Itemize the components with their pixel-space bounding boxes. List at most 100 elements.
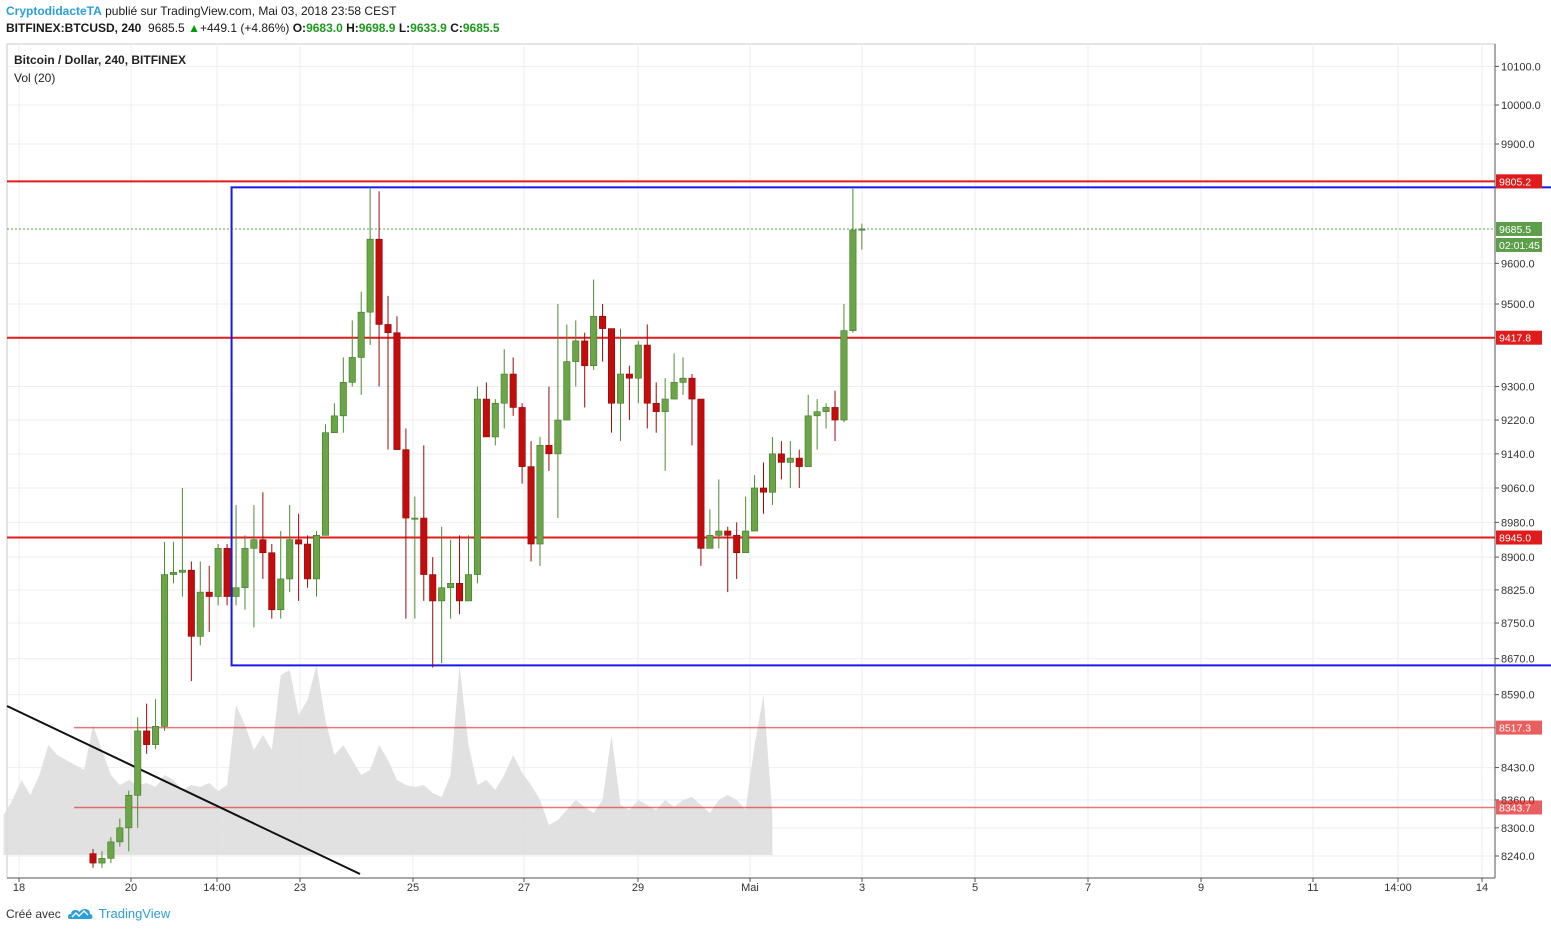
candle-body	[107, 841, 115, 859]
last-price: 9685.5	[148, 21, 185, 35]
candle-body	[116, 827, 124, 843]
open-value: 9683.0	[306, 21, 343, 35]
candle-body	[411, 517, 419, 520]
candle-body	[822, 407, 830, 412]
close-label: C:	[450, 21, 463, 35]
trendline[interactable]	[6, 705, 361, 875]
candle-body	[169, 572, 177, 575]
y-tick-label: 8900.0	[1501, 552, 1535, 564]
level-tag-label: 8945.0	[1499, 533, 1531, 545]
y-tick-label: 8825.0	[1501, 585, 1535, 597]
candle-body	[804, 415, 812, 467]
x-tick-label: 3	[859, 882, 865, 894]
candle-body	[89, 853, 97, 864]
y-tick-label: 9300.0	[1501, 382, 1535, 394]
candle-body	[125, 794, 133, 829]
level-tag-9805.2	[1496, 174, 1542, 189]
footer: Créé avec TradingView	[6, 906, 170, 921]
candle-body	[634, 344, 642, 379]
y-tick-label: 8240.0	[1501, 851, 1535, 863]
candle-body	[178, 569, 186, 573]
last-price-tag	[1496, 221, 1542, 236]
candle-body	[786, 457, 794, 463]
y-tick-label: 9220.0	[1501, 415, 1535, 427]
up-arrow-icon: ▲	[188, 21, 200, 35]
level-tag-label: 9805.2	[1499, 176, 1531, 188]
candle-body	[312, 535, 320, 580]
candle-body	[840, 330, 848, 421]
range-rectangle[interactable]	[230, 186, 1551, 667]
x-tick-label: 29	[632, 882, 644, 894]
candle-body	[733, 535, 741, 554]
candle-body	[357, 311, 365, 358]
level-tag-8343.7	[1496, 800, 1542, 815]
y-tick-label: 8590.0	[1501, 690, 1535, 702]
candle-body	[223, 548, 231, 597]
countdown-tag-label: 02:01:45	[1499, 240, 1540, 252]
candle-body	[473, 398, 481, 575]
x-tick-label: 18	[13, 882, 25, 894]
y-tick-label: 9600.0	[1501, 258, 1535, 270]
close-value: 9685.5	[462, 21, 500, 35]
candle-body	[375, 238, 383, 325]
x-tick-label: 20	[125, 882, 137, 894]
x-tick-label: 27	[518, 882, 530, 894]
y-tick-label: 9900.0	[1501, 139, 1535, 151]
y-tick-label: 10100.0	[1501, 61, 1541, 73]
candle-body	[527, 466, 535, 545]
symbol-label: BITFINEX:BTCUSD, 240	[6, 21, 142, 35]
candle-body	[268, 552, 276, 611]
y-tick-label: 8980.0	[1501, 517, 1535, 529]
publish-line: CryptodidacteTA publié sur TradingView.c…	[6, 3, 500, 20]
candle-body	[536, 445, 544, 545]
candle-body	[277, 578, 285, 611]
author-link[interactable]: CryptodidacteTA	[6, 4, 102, 18]
y-tick-label: 8750.0	[1501, 618, 1535, 630]
candle-body	[679, 377, 687, 383]
candle-body	[742, 530, 750, 554]
horizontal-levels[interactable]	[7, 180, 1495, 809]
candle-body	[751, 487, 759, 532]
x-tick-label: 7	[1085, 882, 1091, 894]
plot-area	[6, 43, 1496, 879]
candle-body	[134, 730, 142, 796]
candle-body	[241, 548, 249, 589]
x-tick-label: 25	[407, 882, 419, 894]
candle-body	[456, 583, 464, 602]
level-tag-label: 8517.3	[1499, 723, 1531, 735]
candle-body	[858, 228, 866, 231]
y-tick-label: 10000.0	[1501, 100, 1541, 112]
candle-body	[813, 411, 821, 417]
candle-body	[321, 432, 329, 536]
level-tag-label: 8343.7	[1499, 802, 1531, 814]
candle-body	[688, 377, 696, 400]
candle-body	[500, 373, 508, 404]
price-axis[interactable]: 10100.0 10000.0 9900.0 9600.0 9500.0 9300.0 92…	[1494, 44, 1541, 878]
level-tag-9417.8	[1496, 330, 1542, 345]
candle-body	[348, 357, 356, 383]
candle-body	[706, 535, 714, 549]
candle-body	[187, 569, 195, 637]
last-price-tag-label: 9685.5	[1499, 224, 1531, 236]
candle-body	[438, 587, 446, 602]
legend-volume: Vol (20)	[14, 71, 55, 85]
candle-body	[831, 407, 839, 421]
candle-body	[402, 449, 410, 519]
chart-header: CryptodidacteTA publié sur TradingView.c…	[6, 3, 500, 37]
published-text: publié sur TradingView.com, Mai 03, 2018…	[101, 4, 397, 18]
x-tick-label: 14	[1476, 882, 1488, 894]
candle-body	[661, 398, 669, 412]
candle-body	[384, 324, 392, 333]
x-tick-label: 11	[1307, 882, 1318, 894]
candle-body	[572, 340, 580, 362]
trendline-line[interactable]	[6, 705, 361, 875]
candle-body	[304, 543, 312, 580]
candle-body	[625, 373, 633, 379]
candle-body	[152, 726, 160, 745]
tradingview-link[interactable]: TradingView	[98, 906, 171, 921]
x-tick-label: 23	[294, 882, 306, 894]
time-axis[interactable]: 18 20 14:00 23 25 27 29 Mai 3 5 7 9 11 14:00 14	[7, 877, 1495, 894]
range-box[interactable]	[230, 186, 1551, 667]
open-label: O:	[292, 21, 307, 35]
